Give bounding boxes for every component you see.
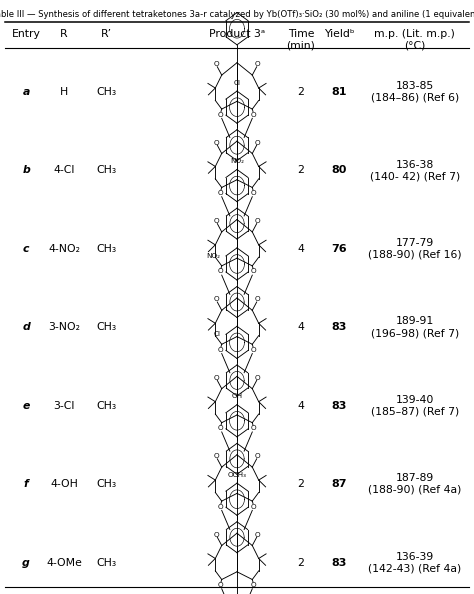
Text: 2: 2 [298, 166, 304, 175]
Text: OCH₃: OCH₃ [228, 472, 246, 478]
Text: CH₃: CH₃ [97, 558, 117, 567]
Text: 136-39
(142-43) (Ref 4a): 136-39 (142-43) (Ref 4a) [368, 552, 461, 573]
Text: R’: R’ [101, 29, 112, 39]
Text: Entry: Entry [12, 29, 40, 39]
Text: O: O [255, 375, 261, 381]
Text: O: O [255, 453, 261, 459]
Text: Time
(min): Time (min) [287, 29, 315, 50]
Text: NO₂: NO₂ [230, 158, 244, 164]
Text: O: O [218, 582, 223, 588]
Text: O: O [251, 190, 256, 196]
Text: 4: 4 [298, 401, 304, 410]
Text: O: O [251, 347, 256, 353]
Text: Table III — Synthesis of different tetraketones 3a-r catalyzed by Yb(OTf)₃·SiO₂ : Table III — Synthesis of different tetra… [0, 10, 474, 18]
Text: O: O [218, 190, 223, 196]
Text: O: O [213, 218, 219, 224]
Text: g: g [22, 558, 30, 567]
Text: O: O [251, 425, 256, 431]
Text: d: d [22, 323, 30, 332]
Text: O: O [218, 425, 223, 431]
Text: 136-38
(140- 42) (Ref 7): 136-38 (140- 42) (Ref 7) [370, 160, 460, 181]
Text: Cl: Cl [213, 331, 220, 337]
Text: CH₃: CH₃ [97, 244, 117, 254]
Text: O: O [218, 504, 223, 510]
Text: O: O [213, 296, 219, 302]
Text: 83: 83 [331, 558, 346, 567]
Text: 2: 2 [298, 479, 304, 489]
Text: NO₂: NO₂ [207, 253, 220, 259]
Text: Cl: Cl [234, 80, 240, 86]
Text: O: O [213, 140, 219, 146]
Text: 4-OH: 4-OH [50, 479, 78, 489]
Text: b: b [22, 166, 30, 175]
Text: O: O [251, 112, 256, 118]
Text: CH₃: CH₃ [97, 87, 117, 97]
Text: CH₃: CH₃ [97, 401, 117, 410]
Text: 2: 2 [298, 87, 304, 97]
Text: H: H [60, 87, 68, 97]
Text: O: O [218, 112, 223, 118]
Text: O: O [255, 532, 261, 538]
Text: O: O [213, 61, 219, 67]
Text: 76: 76 [331, 244, 346, 254]
Text: f: f [24, 479, 28, 489]
Text: 177-79
(188-90) (Ref 16): 177-79 (188-90) (Ref 16) [368, 238, 462, 260]
Text: 4: 4 [298, 323, 304, 332]
Text: e: e [22, 401, 30, 410]
Text: O: O [251, 268, 256, 274]
Text: c: c [23, 244, 29, 254]
Text: 139-40
(185–87) (Ref 7): 139-40 (185–87) (Ref 7) [371, 395, 459, 416]
Text: 4-Cl: 4-Cl [53, 166, 75, 175]
Text: 80: 80 [331, 166, 346, 175]
Text: CH₃: CH₃ [97, 166, 117, 175]
Text: Product 3ᵃ: Product 3ᵃ [209, 29, 265, 39]
Text: R: R [60, 29, 68, 39]
Text: 81: 81 [331, 87, 346, 97]
Text: 189-91
(196–98) (Ref 7): 189-91 (196–98) (Ref 7) [371, 317, 459, 338]
Text: Yieldᵇ: Yieldᵇ [324, 29, 354, 39]
Text: 4-NO₂: 4-NO₂ [48, 244, 80, 254]
Text: O: O [213, 375, 219, 381]
Text: 183-85
(184–86) (Ref 6): 183-85 (184–86) (Ref 6) [371, 81, 459, 103]
Text: 2: 2 [298, 558, 304, 567]
Text: O: O [251, 504, 256, 510]
Text: 3-Cl: 3-Cl [53, 401, 75, 410]
Text: O: O [218, 347, 223, 353]
Text: a: a [22, 87, 30, 97]
Text: O: O [251, 582, 256, 588]
Text: O: O [255, 218, 261, 224]
Text: O: O [255, 140, 261, 146]
Text: 83: 83 [331, 401, 346, 410]
Text: 187-89
(188-90) (Ref 4a): 187-89 (188-90) (Ref 4a) [368, 473, 461, 495]
Text: 87: 87 [331, 479, 346, 489]
Text: O: O [213, 532, 219, 538]
Text: 3-NO₂: 3-NO₂ [48, 323, 80, 332]
Text: O: O [213, 453, 219, 459]
Text: 83: 83 [331, 323, 346, 332]
Text: O: O [255, 61, 261, 67]
Text: CH₃: CH₃ [97, 479, 117, 489]
Text: O: O [218, 268, 223, 274]
Text: 4-OMe: 4-OMe [46, 558, 82, 567]
Text: 4: 4 [298, 244, 304, 254]
Text: OH: OH [231, 393, 243, 399]
Text: O: O [255, 296, 261, 302]
Text: m.p. (Lit. m.p.)
(°C): m.p. (Lit. m.p.) (°C) [374, 29, 455, 50]
Text: CH₃: CH₃ [97, 323, 117, 332]
